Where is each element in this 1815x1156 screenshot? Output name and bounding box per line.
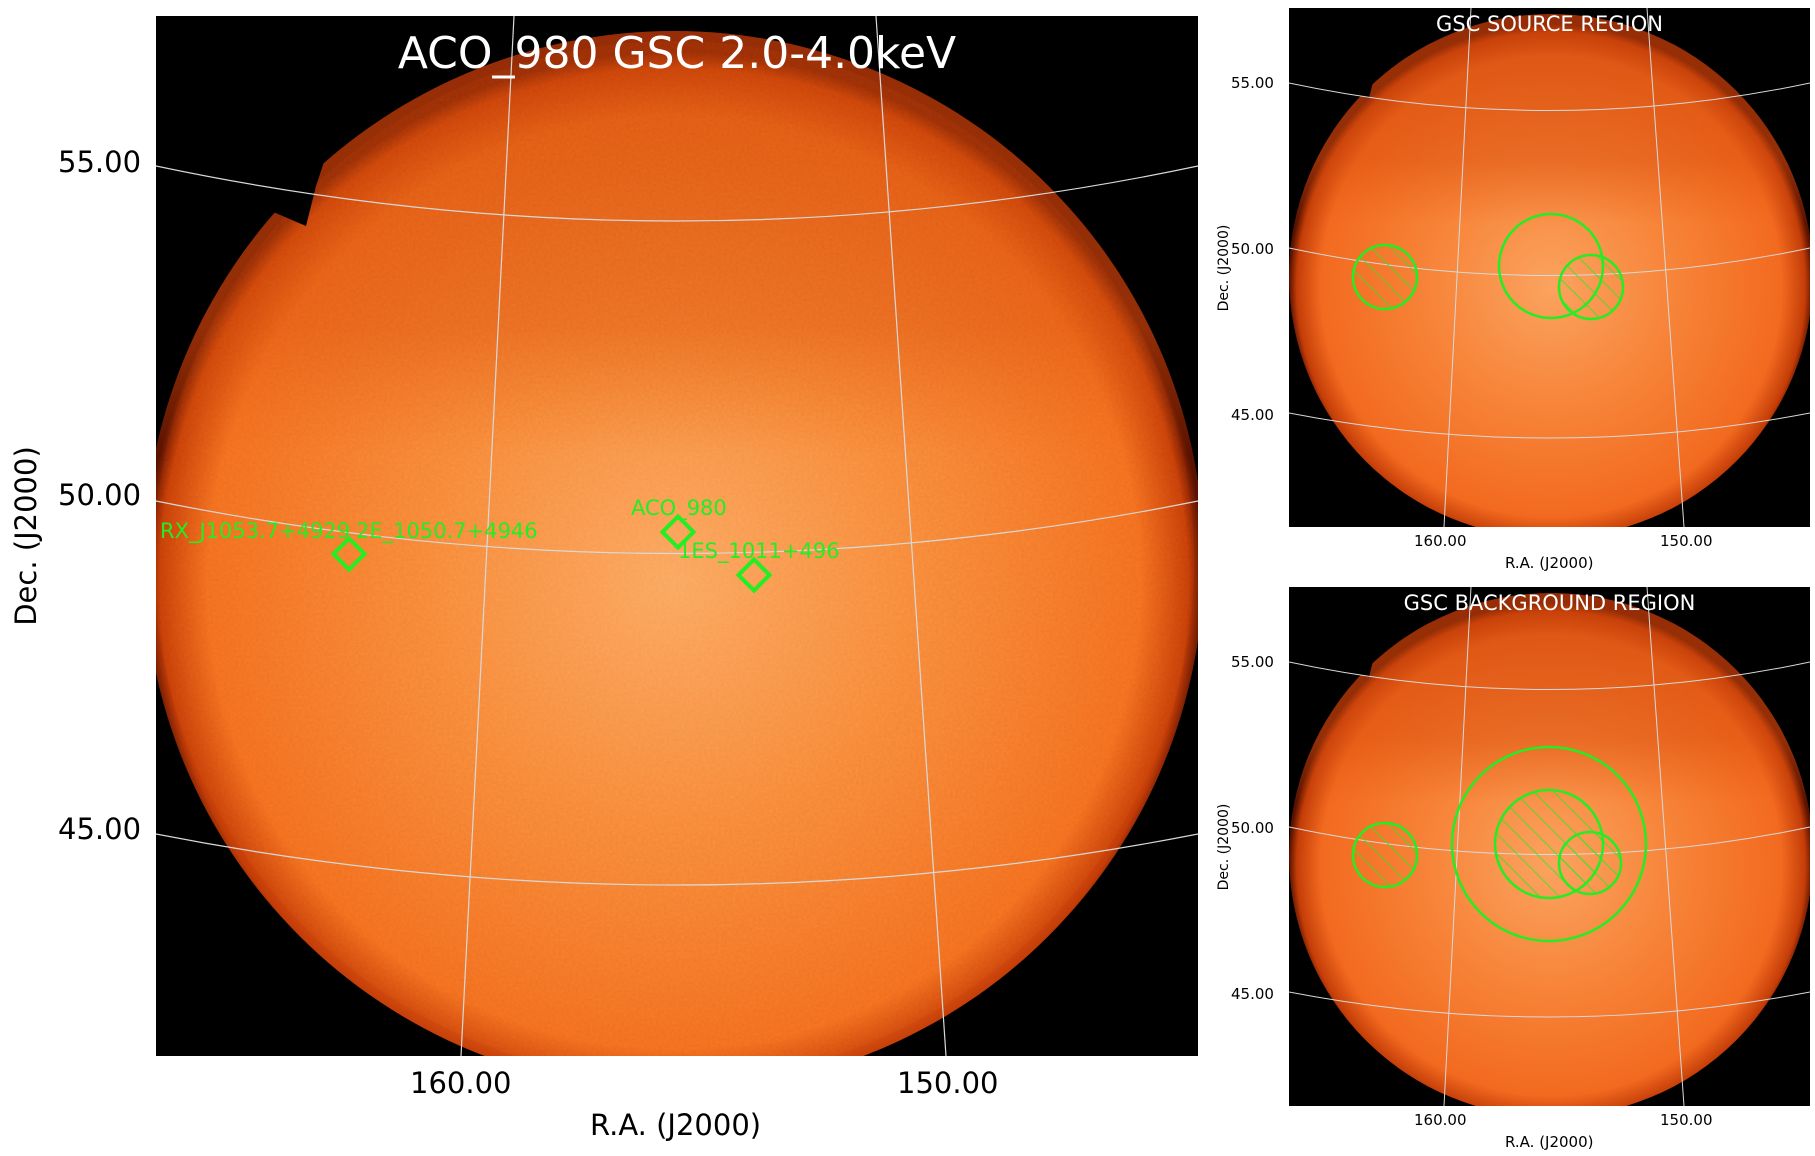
- main-image: [156, 16, 1198, 1056]
- source-marker-rxj[interactable]: [330, 535, 368, 573]
- bkg-xtick-150: 150.00: [1660, 1111, 1713, 1129]
- background-region-image: [1289, 587, 1810, 1106]
- main-xtick-160: 160.00: [410, 1066, 512, 1100]
- src-ytick-55: 55.00: [1231, 74, 1274, 92]
- background-annulus-outer[interactable]: [1450, 745, 1648, 943]
- main-ytick-45: 45.00: [58, 812, 142, 846]
- exclusion-circle-rxj-bkg[interactable]: [1351, 821, 1419, 889]
- source-region-image: [1289, 8, 1810, 527]
- bkg-xtick-160: 160.00: [1414, 1111, 1467, 1129]
- src-xtick-150: 150.00: [1660, 532, 1713, 550]
- source-region-title: GSC SOURCE REGION: [1436, 12, 1663, 36]
- bkg-ytick-45: 45.00: [1231, 985, 1274, 1003]
- src-ylabel: Dec. (J2000): [1216, 224, 1232, 312]
- exclusion-circle-rxj[interactable]: [1351, 243, 1419, 311]
- exclusion-circle-1es-bkg[interactable]: [1557, 830, 1623, 896]
- source-label-1es: 1ES_1011+496: [678, 539, 840, 563]
- bkg-ylabel: Dec. (J2000): [1216, 803, 1232, 891]
- background-region-panel: GSC BACKGROUND REGION: [1289, 587, 1810, 1106]
- src-ytick-50: 50.00: [1231, 240, 1274, 258]
- main-ylabel: Dec. (J2000): [9, 446, 43, 626]
- main-xlabel: R.A. (J2000): [590, 1108, 762, 1142]
- source-marker-aco980[interactable]: [659, 513, 697, 551]
- source-region-panel: GSC SOURCE REGION: [1289, 8, 1810, 527]
- bkg-xlabel: R.A. (J2000): [1505, 1133, 1594, 1151]
- main-xtick-150: 150.00: [897, 1066, 999, 1100]
- source-marker-1es[interactable]: [735, 556, 773, 594]
- src-ytick-45: 45.00: [1231, 406, 1274, 424]
- source-label-aco980: ACO_980: [631, 496, 727, 520]
- main-ytick-55: 55.00: [58, 145, 142, 179]
- exclusion-circle-1es[interactable]: [1557, 253, 1625, 321]
- main-title: ACO_980 GSC 2.0-4.0keV: [397, 28, 957, 79]
- source-label-2e: 2E_1050.7+4946: [356, 519, 538, 543]
- source-label-rxj: RX_J1053.7+4929: [160, 519, 351, 543]
- src-xlabel: R.A. (J2000): [1505, 554, 1594, 572]
- bkg-ytick-55: 55.00: [1231, 653, 1274, 671]
- bkg-ytick-50: 50.00: [1231, 819, 1274, 837]
- main-image-panel: ACO_980 GSC 2.0-4.0keV ACO_980 1ES_1011+…: [156, 16, 1198, 1056]
- src-xtick-160: 160.00: [1414, 532, 1467, 550]
- main-ytick-50: 50.00: [58, 478, 142, 512]
- background-region-title: GSC BACKGROUND REGION: [1403, 591, 1696, 615]
